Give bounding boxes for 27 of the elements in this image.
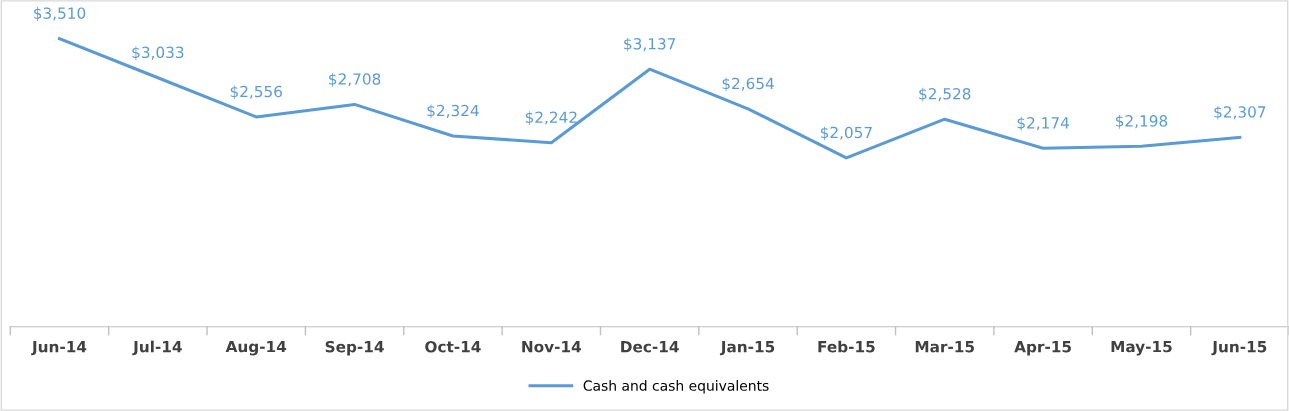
data-label: $2,198 bbox=[1116, 114, 1168, 129]
data-label: $3,033 bbox=[132, 46, 184, 61]
data-label: $2,556 bbox=[230, 85, 282, 100]
x-tick-label: Jun-15 bbox=[1211, 341, 1267, 356]
x-tick-label: May-15 bbox=[1111, 340, 1172, 356]
data-label: $2,174 bbox=[1017, 116, 1069, 131]
x-tick-label: Jan-15 bbox=[719, 341, 775, 356]
data-label: $2,057 bbox=[820, 126, 872, 141]
data-label: $3,510 bbox=[34, 7, 86, 21]
x-tick-label: Mar-15 bbox=[915, 341, 974, 353]
x-tick-label: Dec-14 bbox=[621, 341, 679, 353]
x-tick-label: Sep-14 bbox=[325, 340, 384, 356]
data-label: $2,307 bbox=[1214, 105, 1266, 120]
data-label: $2,242 bbox=[525, 111, 577, 126]
x-tick-label: Oct-14 bbox=[425, 340, 481, 353]
x-tick-label: Aug-14 bbox=[225, 340, 287, 356]
data-label: $2,654 bbox=[722, 77, 774, 92]
legend-label: Cash and cash equivalents bbox=[583, 380, 769, 394]
x-tick-label: Nov-14 bbox=[522, 341, 582, 353]
data-label: $3,137 bbox=[624, 37, 676, 52]
x-tick-label: Feb-15 bbox=[818, 340, 875, 353]
data-label: $2,528 bbox=[919, 87, 971, 102]
x-tick-label: Jul-14 bbox=[132, 340, 182, 356]
data-label: $2,708 bbox=[329, 72, 381, 87]
x-tick-label: Jun-14 bbox=[31, 341, 87, 356]
x-tick-label: Apr-15 bbox=[1014, 341, 1071, 356]
data-label: $2,324 bbox=[427, 104, 479, 119]
